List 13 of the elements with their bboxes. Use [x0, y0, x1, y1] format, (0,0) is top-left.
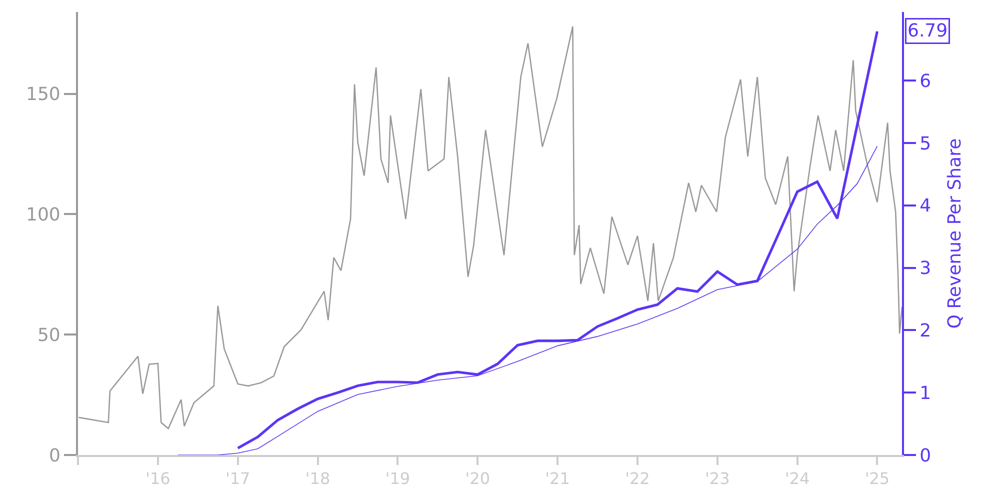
y2-tick-label: 3	[920, 258, 932, 280]
y2-tick-label: 0	[920, 445, 932, 466]
y-tick-label: 100	[26, 204, 60, 226]
y2-tick-label: 2	[920, 320, 932, 342]
y2-axis-title: Q Revenue Per Share	[944, 138, 966, 329]
y2-tick-label: 4	[920, 196, 932, 217]
y2-tick-label: 6	[920, 70, 932, 92]
y2-tick-label: 1	[920, 382, 932, 404]
data-label: 6.79	[908, 20, 948, 42]
y-tick-label: 0	[48, 445, 60, 466]
y-tick-label: 150	[26, 84, 60, 106]
y2-tick-label: 5	[920, 133, 932, 154]
y-tick-label: 50	[37, 324, 60, 346]
